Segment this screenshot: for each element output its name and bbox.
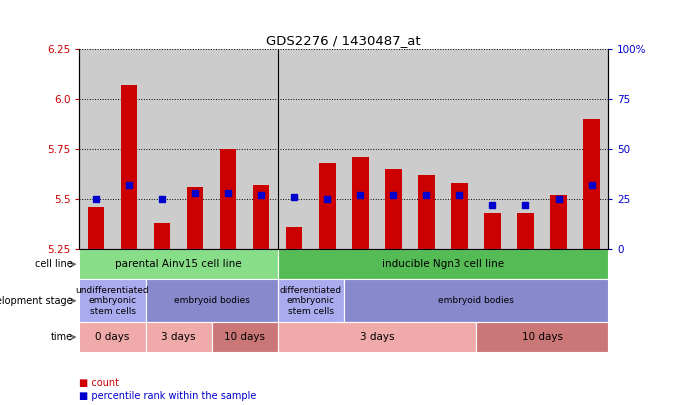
Bar xyxy=(352,157,368,249)
Text: 10 days: 10 days xyxy=(522,332,562,342)
Bar xyxy=(220,149,236,249)
Bar xyxy=(418,175,435,249)
Bar xyxy=(278,249,608,279)
Text: 3 days: 3 days xyxy=(359,332,394,342)
Bar xyxy=(385,169,401,249)
Bar xyxy=(253,185,269,249)
Text: inducible Ngn3 cell line: inducible Ngn3 cell line xyxy=(382,259,504,269)
Bar xyxy=(319,163,336,249)
Text: undifferentiated
embryonic
stem cells: undifferentiated embryonic stem cells xyxy=(76,286,149,315)
Text: ■ count: ■ count xyxy=(79,378,120,388)
Bar xyxy=(550,195,567,249)
Text: time: time xyxy=(50,332,73,342)
Text: 3 days: 3 days xyxy=(161,332,196,342)
Text: embryoid bodies: embryoid bodies xyxy=(173,296,249,305)
Bar xyxy=(121,85,138,249)
Bar xyxy=(154,223,170,249)
Bar xyxy=(278,279,344,322)
Bar xyxy=(146,279,278,322)
Bar xyxy=(344,279,608,322)
Title: GDS2276 / 1430487_at: GDS2276 / 1430487_at xyxy=(267,34,421,47)
Bar xyxy=(79,279,146,322)
Bar xyxy=(484,213,501,249)
Text: development stage: development stage xyxy=(0,296,73,306)
Bar xyxy=(278,322,476,352)
Bar xyxy=(79,249,278,279)
Bar xyxy=(79,322,146,352)
Bar xyxy=(451,183,468,249)
Bar xyxy=(146,322,211,352)
Text: parental Ainv15 cell line: parental Ainv15 cell line xyxy=(115,259,242,269)
Bar xyxy=(476,322,608,352)
Text: differentiated
embryonic
stem cells: differentiated embryonic stem cells xyxy=(280,286,342,315)
Text: 10 days: 10 days xyxy=(224,332,265,342)
Text: ■ percentile rank within the sample: ■ percentile rank within the sample xyxy=(79,391,257,401)
Text: 0 days: 0 days xyxy=(95,332,130,342)
Bar xyxy=(211,322,278,352)
Bar xyxy=(583,119,600,249)
Text: embryoid bodies: embryoid bodies xyxy=(438,296,514,305)
Text: cell line: cell line xyxy=(35,259,73,269)
Bar xyxy=(88,207,104,249)
Bar xyxy=(187,187,203,249)
Bar xyxy=(518,213,533,249)
Bar xyxy=(286,227,303,249)
